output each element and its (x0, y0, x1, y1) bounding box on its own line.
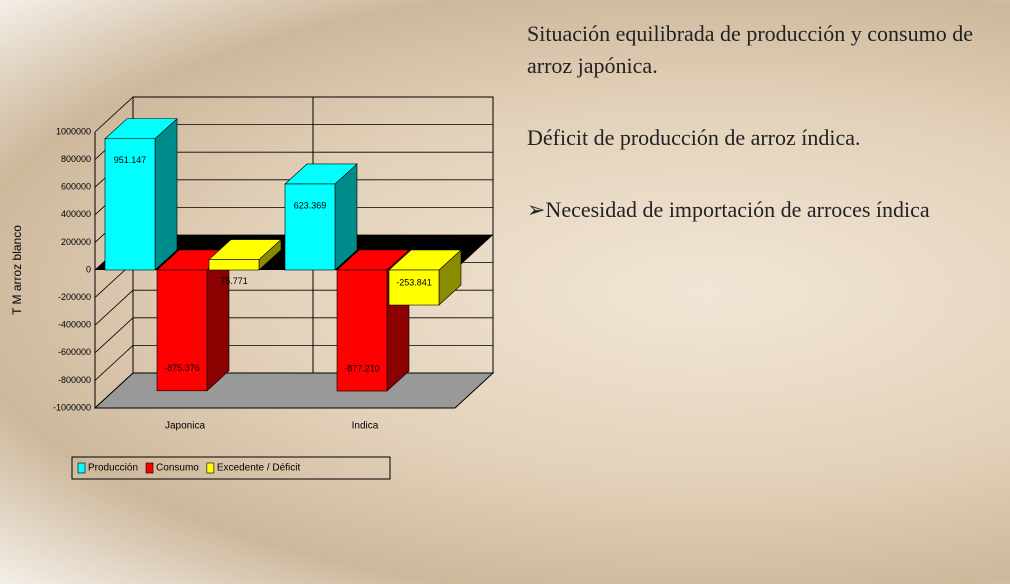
value-label: 623.369 (294, 200, 327, 210)
x-tick-label: Japonica (165, 421, 205, 432)
bar-side (206, 249, 230, 392)
y-tick-label: 200000 (61, 237, 91, 247)
y-tick-label: -200000 (58, 292, 91, 302)
legend-label: Consumo (156, 463, 199, 474)
grid-line (94, 317, 493, 354)
bar (208, 259, 260, 271)
legend-swatch (145, 462, 154, 474)
point: Déficit de producción de arroz índica. (527, 125, 861, 150)
bar (156, 269, 208, 392)
floor (93, 372, 495, 409)
bar (104, 138, 156, 271)
value-label: -875.376 (164, 363, 200, 373)
y-tick-label: 0 (86, 264, 91, 274)
point: Situación equilibrada de producción y co… (527, 21, 973, 78)
legend-swatch (77, 462, 86, 474)
value-label: 951.147 (114, 155, 147, 165)
y-tick-label: 800000 (61, 154, 91, 164)
bar (284, 183, 336, 271)
y-tick-label: -400000 (58, 320, 91, 330)
x-tick-label: Indica (352, 421, 379, 432)
value-label: 75.771 (220, 276, 248, 286)
bar-side (154, 118, 178, 271)
y-tick-label: -1000000 (53, 402, 91, 412)
chart: T M arroz blanco -1000000 -800000 -600000 -… (10, 96, 495, 480)
legend-label: Producción (88, 463, 138, 474)
point: ➢Necesidad de importación de arroces índ… (527, 197, 930, 222)
bar (388, 269, 440, 306)
y-tick-label: -800000 (58, 375, 91, 385)
y-tick-label: 600000 (61, 182, 91, 192)
value-label: -253.841 (396, 277, 432, 287)
value-label: -877.210 (344, 363, 380, 373)
grid-line (94, 96, 493, 133)
y-axis-title: T M arroz blanco (10, 225, 24, 315)
legend-box (71, 456, 391, 480)
bar (336, 269, 388, 392)
slide-text: Situación equilibrada de producción y co… (527, 18, 1002, 266)
legend-swatch (206, 462, 215, 474)
legend-label: Excedente / Déficit (217, 463, 301, 474)
y-tick-label: -600000 (58, 347, 91, 357)
y-tick-label: 400000 (61, 209, 91, 219)
y-tick-label: 1000000 (56, 126, 91, 136)
